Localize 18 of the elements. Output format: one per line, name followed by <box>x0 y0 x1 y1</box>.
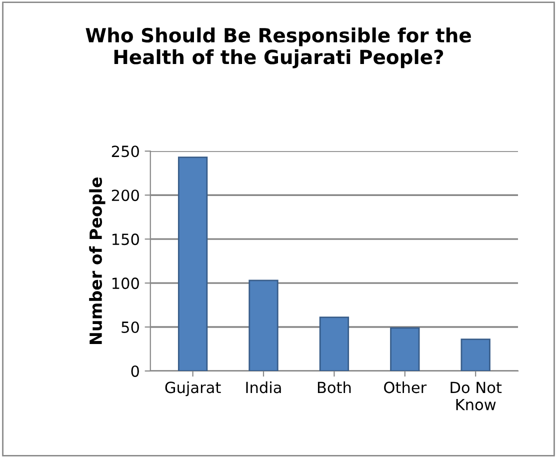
bar <box>390 327 420 371</box>
x-tick-label: Do Not Know <box>450 382 502 410</box>
y-tick-label: 150 <box>112 234 139 246</box>
x-tick-label: Gujarat <box>165 381 221 396</box>
bar <box>460 338 490 371</box>
y-axis-title: Number of People <box>89 177 106 344</box>
y-tick-label: 50 <box>122 321 139 334</box>
bar <box>319 316 350 371</box>
x-tick-label: Other <box>384 381 427 394</box>
bar <box>248 280 278 371</box>
y-tick-label: 250 <box>112 146 139 158</box>
y-tick-label: 0 <box>131 365 139 377</box>
bar <box>178 156 208 371</box>
y-tick-label: 200 <box>112 190 139 202</box>
x-tick-label: Both <box>318 381 351 394</box>
chart-title: Who Should Be Responsible for the Health of the Gujarati People? <box>86 27 471 68</box>
y-tick-label: 100 <box>112 278 139 290</box>
x-tick-label: India <box>246 381 281 394</box>
